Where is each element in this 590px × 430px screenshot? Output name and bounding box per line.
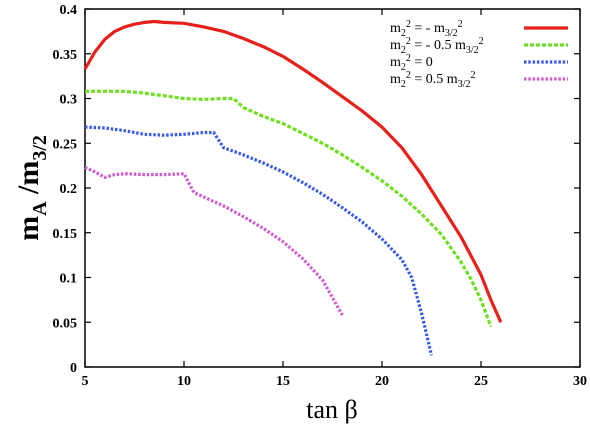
y-tick-label: 0.25 bbox=[53, 137, 78, 152]
plot-frame bbox=[84, 8, 581, 368]
series-group bbox=[83, 19, 503, 356]
x-tick-label: 30 bbox=[573, 374, 587, 389]
y-tick-label: 0.15 bbox=[53, 227, 78, 242]
x-tick-label: 20 bbox=[375, 374, 389, 389]
series-line-2 bbox=[85, 89, 493, 328]
x-tick-label: 15 bbox=[276, 374, 290, 389]
legend-entry-label: m22 = 0.5 m3/22 bbox=[390, 70, 475, 90]
y-tick-label: 0.2 bbox=[60, 182, 78, 197]
x-tick-label: 25 bbox=[474, 374, 488, 389]
y-tick-label: 0.1 bbox=[60, 272, 78, 287]
y-tick-label: 0.4 bbox=[60, 3, 78, 18]
legend-entry-label: m22 = - 0.5 m3/22 bbox=[390, 36, 484, 56]
y-tick-label: 0.3 bbox=[60, 93, 78, 108]
y-tick-label: 0.05 bbox=[53, 316, 78, 331]
x-axis-title: tan β bbox=[306, 395, 358, 424]
y-axis-title: mA /m3/2 bbox=[12, 135, 51, 241]
x-tick-label: 10 bbox=[177, 374, 191, 389]
series-line-3 bbox=[84, 125, 434, 356]
series-line-1 bbox=[83, 19, 503, 323]
y-tick-label: 0.35 bbox=[53, 48, 78, 63]
x-tick-label: 5 bbox=[82, 374, 89, 389]
axis-ticks: 5 10 15 20 25 30 0 0.05 0.1 0.15 0.2 0.25 0.3 0.35 0.4 bbox=[53, 3, 588, 389]
legend-entry-label: m22 = 0 bbox=[390, 53, 433, 73]
legend-entry-label: m22 = - m3/22 bbox=[390, 19, 463, 39]
series-line-4 bbox=[84, 165, 344, 316]
y-tick-label: 0 bbox=[70, 361, 77, 376]
